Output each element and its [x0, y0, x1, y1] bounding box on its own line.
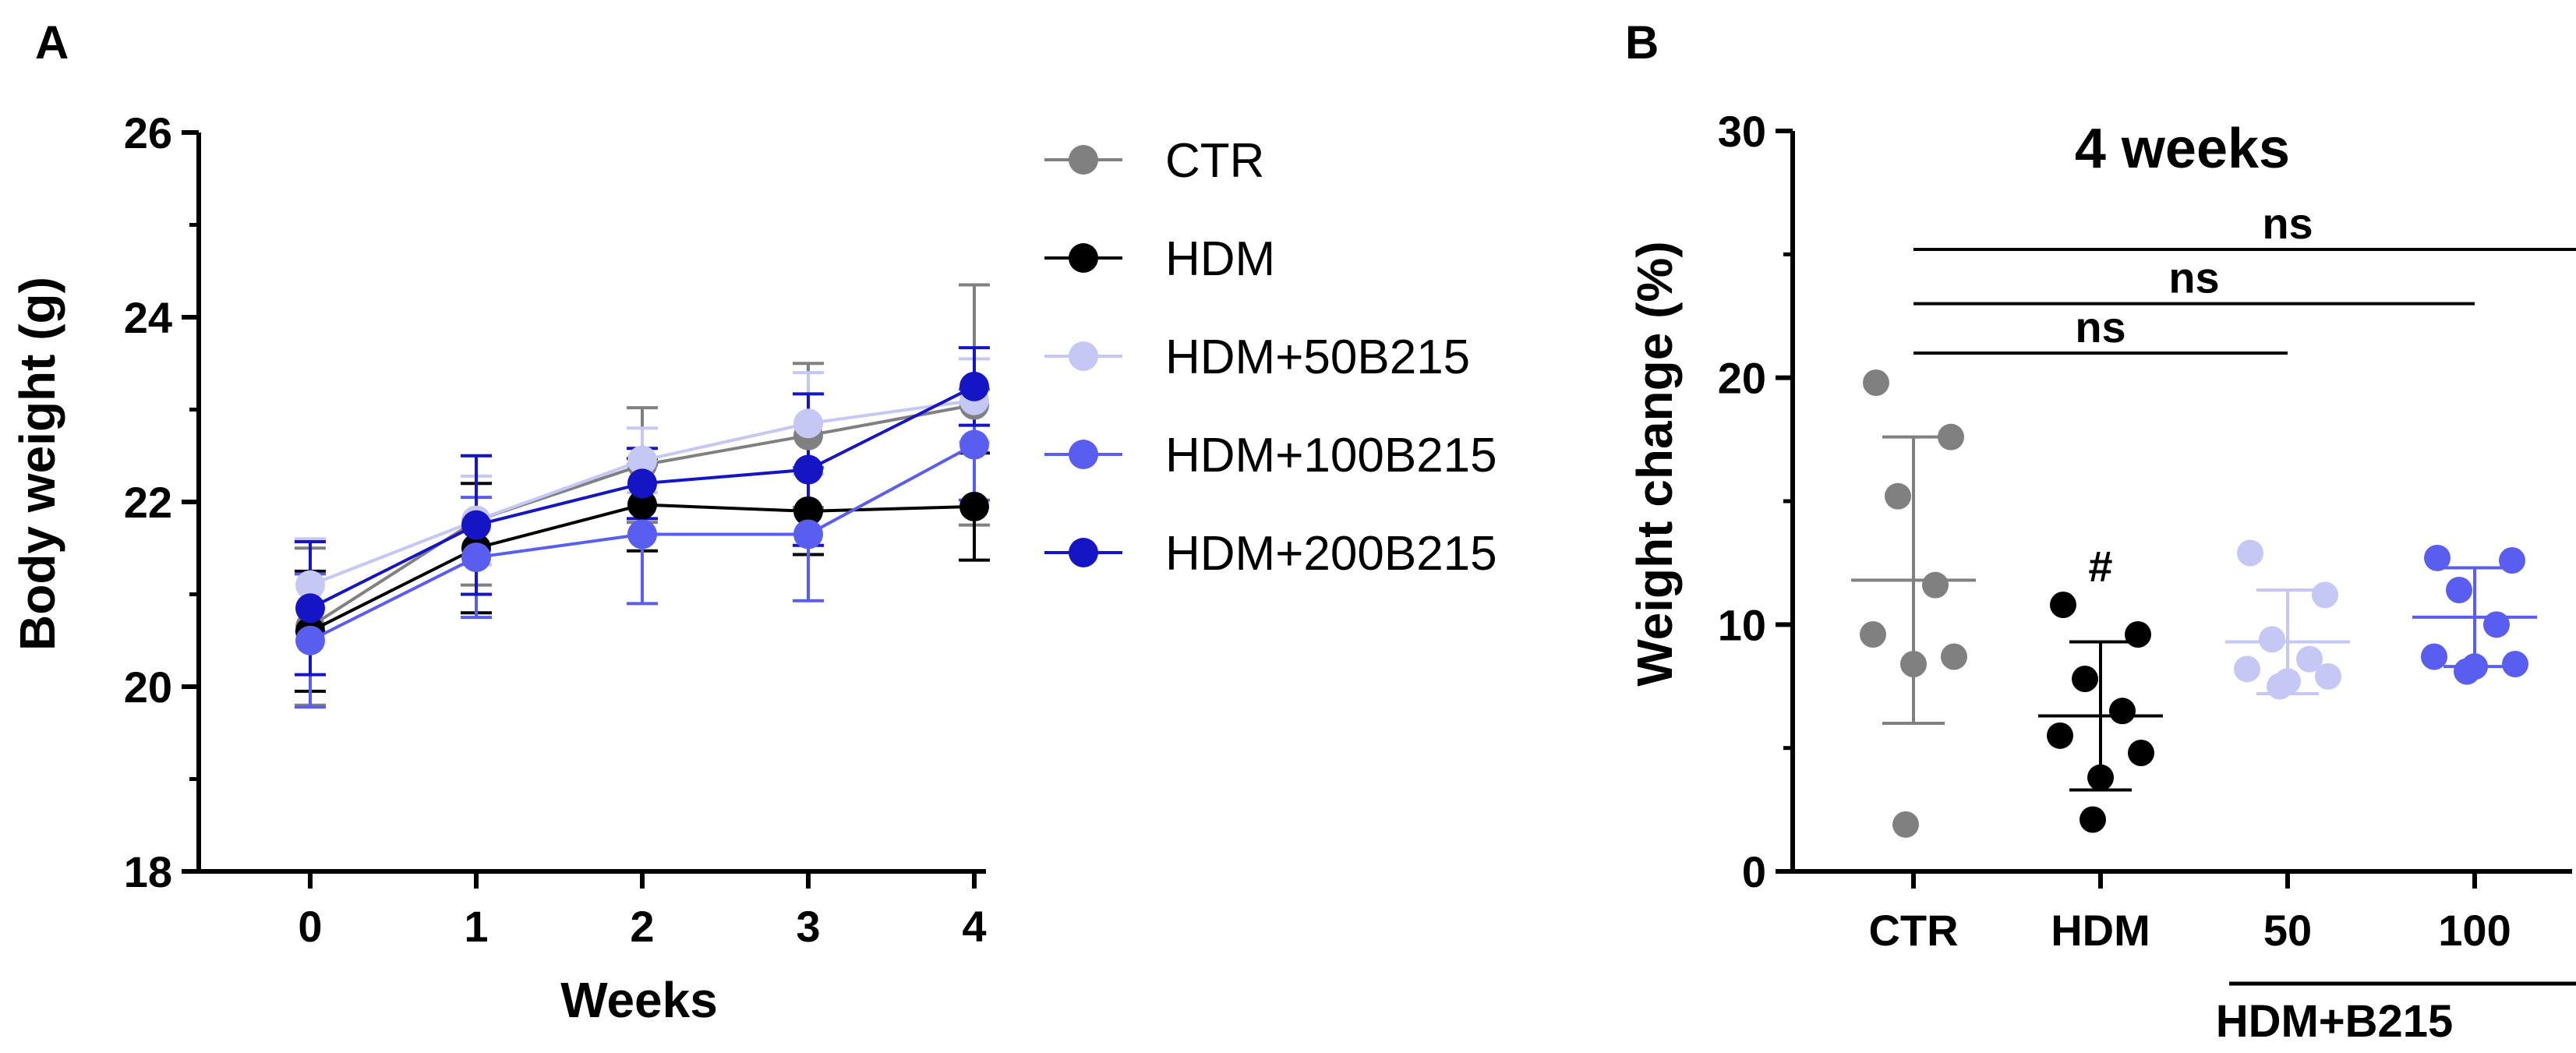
chart-b-x-tick-label: CTR	[1868, 906, 1958, 955]
chart-b-x-tick-label: HDM	[2051, 906, 2150, 955]
chart-b-group-label: HDM+B215	[2216, 996, 2454, 1047]
chart-a-x-tick-label: 0	[298, 902, 322, 951]
legend-label: HDM+100B215	[1165, 429, 1497, 482]
chart-a-y-title: Body weight (g)	[9, 277, 65, 651]
chart-b-y-tick-label: 10	[1718, 600, 1766, 649]
chart-b-point	[2237, 539, 2263, 567]
panel-a-label: A	[35, 16, 69, 69]
chart-a-y-tick-label: 22	[124, 478, 172, 527]
chart-b: 4 weeks Weight change (%) HDM+B215 0 10 20…	[1627, 107, 2576, 1047]
chart-a-point	[295, 570, 325, 600]
chart-b-point	[2502, 651, 2528, 677]
chart-a-y-tick-label: 26	[124, 108, 172, 157]
chart-a-x-tick-label: 3	[796, 902, 820, 951]
legend-label: HDM	[1165, 232, 1275, 286]
chart-b-point	[2259, 626, 2285, 653]
chart-a-y-tick-label: 18	[124, 847, 172, 896]
chart-b-point	[1860, 621, 1886, 648]
chart-b-point	[2072, 666, 2098, 692]
chart-a-point	[461, 542, 491, 573]
chart-b-significance-marker: #	[2088, 542, 2112, 591]
chart-b-title: 4 weeks	[2075, 118, 2290, 180]
chart-b-point	[2125, 621, 2151, 648]
chart-b-point	[1863, 369, 1889, 396]
chart-b-y-tick-label: 0	[1742, 847, 1766, 896]
chart-a-point	[627, 489, 657, 520]
chart-b-point	[2483, 611, 2510, 638]
chart-a: Weeks Body weight (g) 18 20 22 24 26 0 1 2 3 4 CTR…	[9, 108, 1497, 1028]
legend-label: HDM+200B215	[1165, 527, 1497, 581]
chart-b-point	[2315, 663, 2341, 690]
chart-b-point	[2080, 806, 2106, 833]
chart-a-point	[793, 496, 823, 526]
legend-label: CTR	[1165, 134, 1264, 188]
chart-b-point	[2446, 577, 2472, 603]
chart-b-point	[1892, 811, 1919, 838]
chart-a-x-tick-label: 4	[962, 902, 986, 951]
chart-a-point	[959, 371, 989, 401]
chart-b-point	[2234, 655, 2260, 683]
chart-b-point	[2312, 581, 2338, 609]
chart-a-point	[793, 408, 823, 439]
chart-b-point	[2109, 698, 2136, 725]
chart-a-point	[959, 491, 989, 521]
chart-a-point	[627, 468, 657, 499]
chart-b-point	[1885, 482, 1911, 510]
chart-b-y-title: Weight change (%)	[1627, 241, 1683, 686]
chart-b-point	[2050, 592, 2076, 618]
chart-b-y-tick-label: 30	[1718, 107, 1766, 156]
chart-a-x-tick-label: 1	[464, 902, 488, 951]
chart-b-point	[2047, 722, 2073, 749]
chart-b-comparison-label: ns	[2168, 253, 2219, 302]
chart-b-x-tick-label: 100	[2438, 906, 2511, 955]
chart-a-y-tick-label: 24	[124, 293, 172, 342]
chart-a-x-title: Weeks	[560, 972, 718, 1028]
chart-b-y-tick-label: 20	[1718, 354, 1766, 403]
chart-a-y-tick-label: 20	[124, 663, 172, 712]
chart-b-point	[1941, 643, 1967, 670]
chart-b-comparison-label: ns	[2262, 199, 2313, 248]
legend-marker	[1069, 341, 1098, 371]
chart-b-point	[2128, 740, 2154, 766]
chart-a-point	[627, 445, 657, 475]
chart-a-point	[461, 510, 491, 540]
chart-a-x-tick-label: 2	[630, 902, 654, 951]
chart-a-point	[793, 519, 823, 549]
panel-b-label: B	[1625, 16, 1659, 69]
chart-a-point	[295, 625, 325, 655]
chart-b-x-tick-label: 50	[2263, 906, 2312, 955]
chart-a-point	[295, 593, 325, 624]
chart-b-point	[1938, 423, 1964, 451]
chart-a-point	[959, 429, 989, 460]
chart-a-point	[627, 519, 657, 549]
chart-b-point	[2296, 645, 2323, 673]
chart-b-point	[1922, 571, 1949, 599]
legend-marker	[1069, 145, 1098, 175]
legend-marker	[1069, 538, 1098, 567]
chart-b-point	[2421, 643, 2447, 670]
legend-label: HDM+50B215	[1165, 330, 1470, 384]
chart-a-point	[793, 454, 823, 485]
chart-b-comparison-label: ns	[2075, 302, 2125, 352]
legend-marker	[1069, 243, 1098, 273]
chart-b-point	[2424, 544, 2451, 571]
legend-marker	[1069, 440, 1098, 469]
chart-b-point	[2499, 547, 2525, 574]
